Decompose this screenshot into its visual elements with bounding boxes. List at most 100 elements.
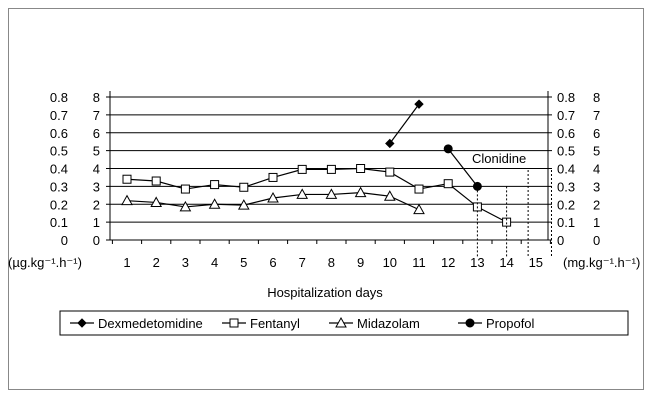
left-outer-tick-label: 0.2 xyxy=(50,197,68,212)
midazolam-point xyxy=(208,198,221,209)
legend-box xyxy=(59,310,629,336)
x-tick-label: 6 xyxy=(269,255,276,270)
x-tick-label: 3 xyxy=(182,255,189,270)
left-outer-tick-label: 0 xyxy=(61,233,68,248)
fentanyl-point xyxy=(180,184,190,194)
right-inner-tick-label: 0.4 xyxy=(557,162,575,177)
x-tick-label: 10 xyxy=(383,255,397,270)
x-tick-label: 11 xyxy=(412,255,426,270)
legend-label: Propofol xyxy=(486,316,535,331)
fentanyl-point xyxy=(210,180,220,190)
x-tick-label: 4 xyxy=(211,255,218,270)
fentanyl-point xyxy=(151,176,161,186)
right-outer-tick-label: 4 xyxy=(593,162,600,177)
right-outer-tick-label: 7 xyxy=(593,108,600,123)
legend-label: Dexmedetomidine xyxy=(98,316,203,331)
x-tick-label: 8 xyxy=(328,255,335,270)
right-unit-label: (mg.kg⁻¹.h⁻¹) xyxy=(563,255,640,270)
left-outer-tick-label: 0.6 xyxy=(50,126,68,141)
propofol-point xyxy=(443,144,453,154)
midazolam-point xyxy=(383,190,396,201)
right-inner-tick-label: 0.8 xyxy=(557,90,575,105)
x-tick-label: 1 xyxy=(123,255,130,270)
axes xyxy=(106,91,552,244)
left-inner-tick-label: 4 xyxy=(93,162,100,177)
fentanyl-point xyxy=(385,167,395,177)
fentanyl-point xyxy=(239,182,249,192)
x-unit-label: (µg.kg⁻¹.h⁻¹) xyxy=(8,255,82,270)
day-markers xyxy=(476,170,552,258)
legend: Dexmedetomidine Fentanyl Midazolam Propofol xyxy=(59,310,629,336)
left-inner-tick-label: 3 xyxy=(93,179,100,194)
x-tick-label: 2 xyxy=(153,255,160,270)
left-inner-tick-label: 8 xyxy=(93,90,100,105)
right-inner-tick-label: 0.6 xyxy=(557,126,575,141)
midazolam-point xyxy=(237,199,250,210)
midazolam-point xyxy=(179,200,192,212)
x-tick-label: 7 xyxy=(299,255,306,270)
right-inner-tick-label: 0.5 xyxy=(557,144,575,159)
fentanyl-point xyxy=(502,217,512,227)
legend-swatch-marker xyxy=(77,318,87,328)
right-inner-tick-labels: 0 0.1 0.2 0.3 0.4 0.5 0.6 0.7 0.8 xyxy=(557,90,575,248)
midazolam-point xyxy=(267,191,279,203)
dexmedetomidine-point xyxy=(414,99,424,109)
clonidine-annotation: Clonidine xyxy=(472,151,526,166)
fentanyl-point xyxy=(122,174,132,184)
legend-label: Midazolam xyxy=(357,316,420,331)
midazolam-point xyxy=(413,203,425,215)
dexmedetomidine-point xyxy=(385,138,395,149)
right-outer-tick-label: 2 xyxy=(593,197,600,212)
left-inner-tick-labels: 0 1 2 3 4 5 6 7 8 xyxy=(93,90,100,248)
fentanyl-point xyxy=(414,184,424,194)
right-outer-tick-label: 1 xyxy=(593,215,600,230)
left-outer-tick-label: 0.7 xyxy=(50,108,68,123)
fentanyl-point xyxy=(356,164,366,173)
right-outer-tick-labels: 0 1 2 3 4 5 6 7 8 xyxy=(593,90,600,248)
right-inner-tick-label: 0.1 xyxy=(557,215,575,230)
left-inner-tick-label: 1 xyxy=(93,215,100,230)
right-outer-tick-label: 3 xyxy=(593,179,600,194)
left-outer-tick-label: 0.4 xyxy=(50,162,68,177)
legend-label: Fentanyl xyxy=(250,316,300,331)
left-inner-tick-label: 5 xyxy=(93,144,100,159)
legend-swatch-marker xyxy=(465,318,475,328)
x-tick-label: 12 xyxy=(441,255,455,270)
right-inner-tick-label: 0.7 xyxy=(557,108,575,123)
right-inner-tick-label: 0 xyxy=(557,233,564,248)
legend-swatch-marker xyxy=(229,318,239,328)
left-inner-tick-label: 7 xyxy=(93,108,100,123)
x-tick-label: 9 xyxy=(357,255,364,270)
x-tick-labels: 1 2 3 4 5 6 7 8 9 10 11 12 13 14 15 xyxy=(123,255,543,270)
left-outer-tick-label: 0.8 xyxy=(50,90,68,105)
midazolam-point xyxy=(150,196,163,207)
fentanyl-line xyxy=(126,167,507,223)
midazolam-point xyxy=(296,188,309,199)
midazolam-point xyxy=(354,186,367,198)
right-inner-tick-label: 0.3 xyxy=(557,179,575,194)
right-outer-tick-label: 6 xyxy=(593,126,600,141)
right-outer-tick-label: 5 xyxy=(593,144,600,159)
fentanyl-point xyxy=(268,172,278,182)
left-outer-tick-labels: 0 0.1 0.2 0.3 0.4 0.5 0.6 0.7 0.8 xyxy=(50,90,68,248)
left-outer-tick-label: 0.5 xyxy=(50,144,68,159)
propofol-line xyxy=(447,148,478,187)
midazolam-point xyxy=(121,194,133,206)
fentanyl-point xyxy=(443,179,453,189)
x-axis-title: Hospitalization days xyxy=(267,285,383,300)
chart-frame xyxy=(8,8,644,390)
right-inner-tick-label: 0.2 xyxy=(557,197,575,212)
x-tick-label: 14 xyxy=(499,255,513,270)
right-outer-tick-label: 8 xyxy=(593,90,600,105)
dexmedetomidine-line xyxy=(389,103,420,144)
midazolam-point xyxy=(325,188,338,199)
left-outer-tick-label: 0.1 xyxy=(50,215,68,230)
fentanyl-point xyxy=(326,164,336,174)
left-outer-tick-label: 0.3 xyxy=(50,179,68,194)
x-tick-label: 5 xyxy=(240,255,247,270)
x-tick-label: 13 xyxy=(470,255,484,270)
left-inner-tick-label: 6 xyxy=(93,126,100,141)
markers-layer xyxy=(121,99,512,227)
fentanyl-point xyxy=(297,164,307,174)
